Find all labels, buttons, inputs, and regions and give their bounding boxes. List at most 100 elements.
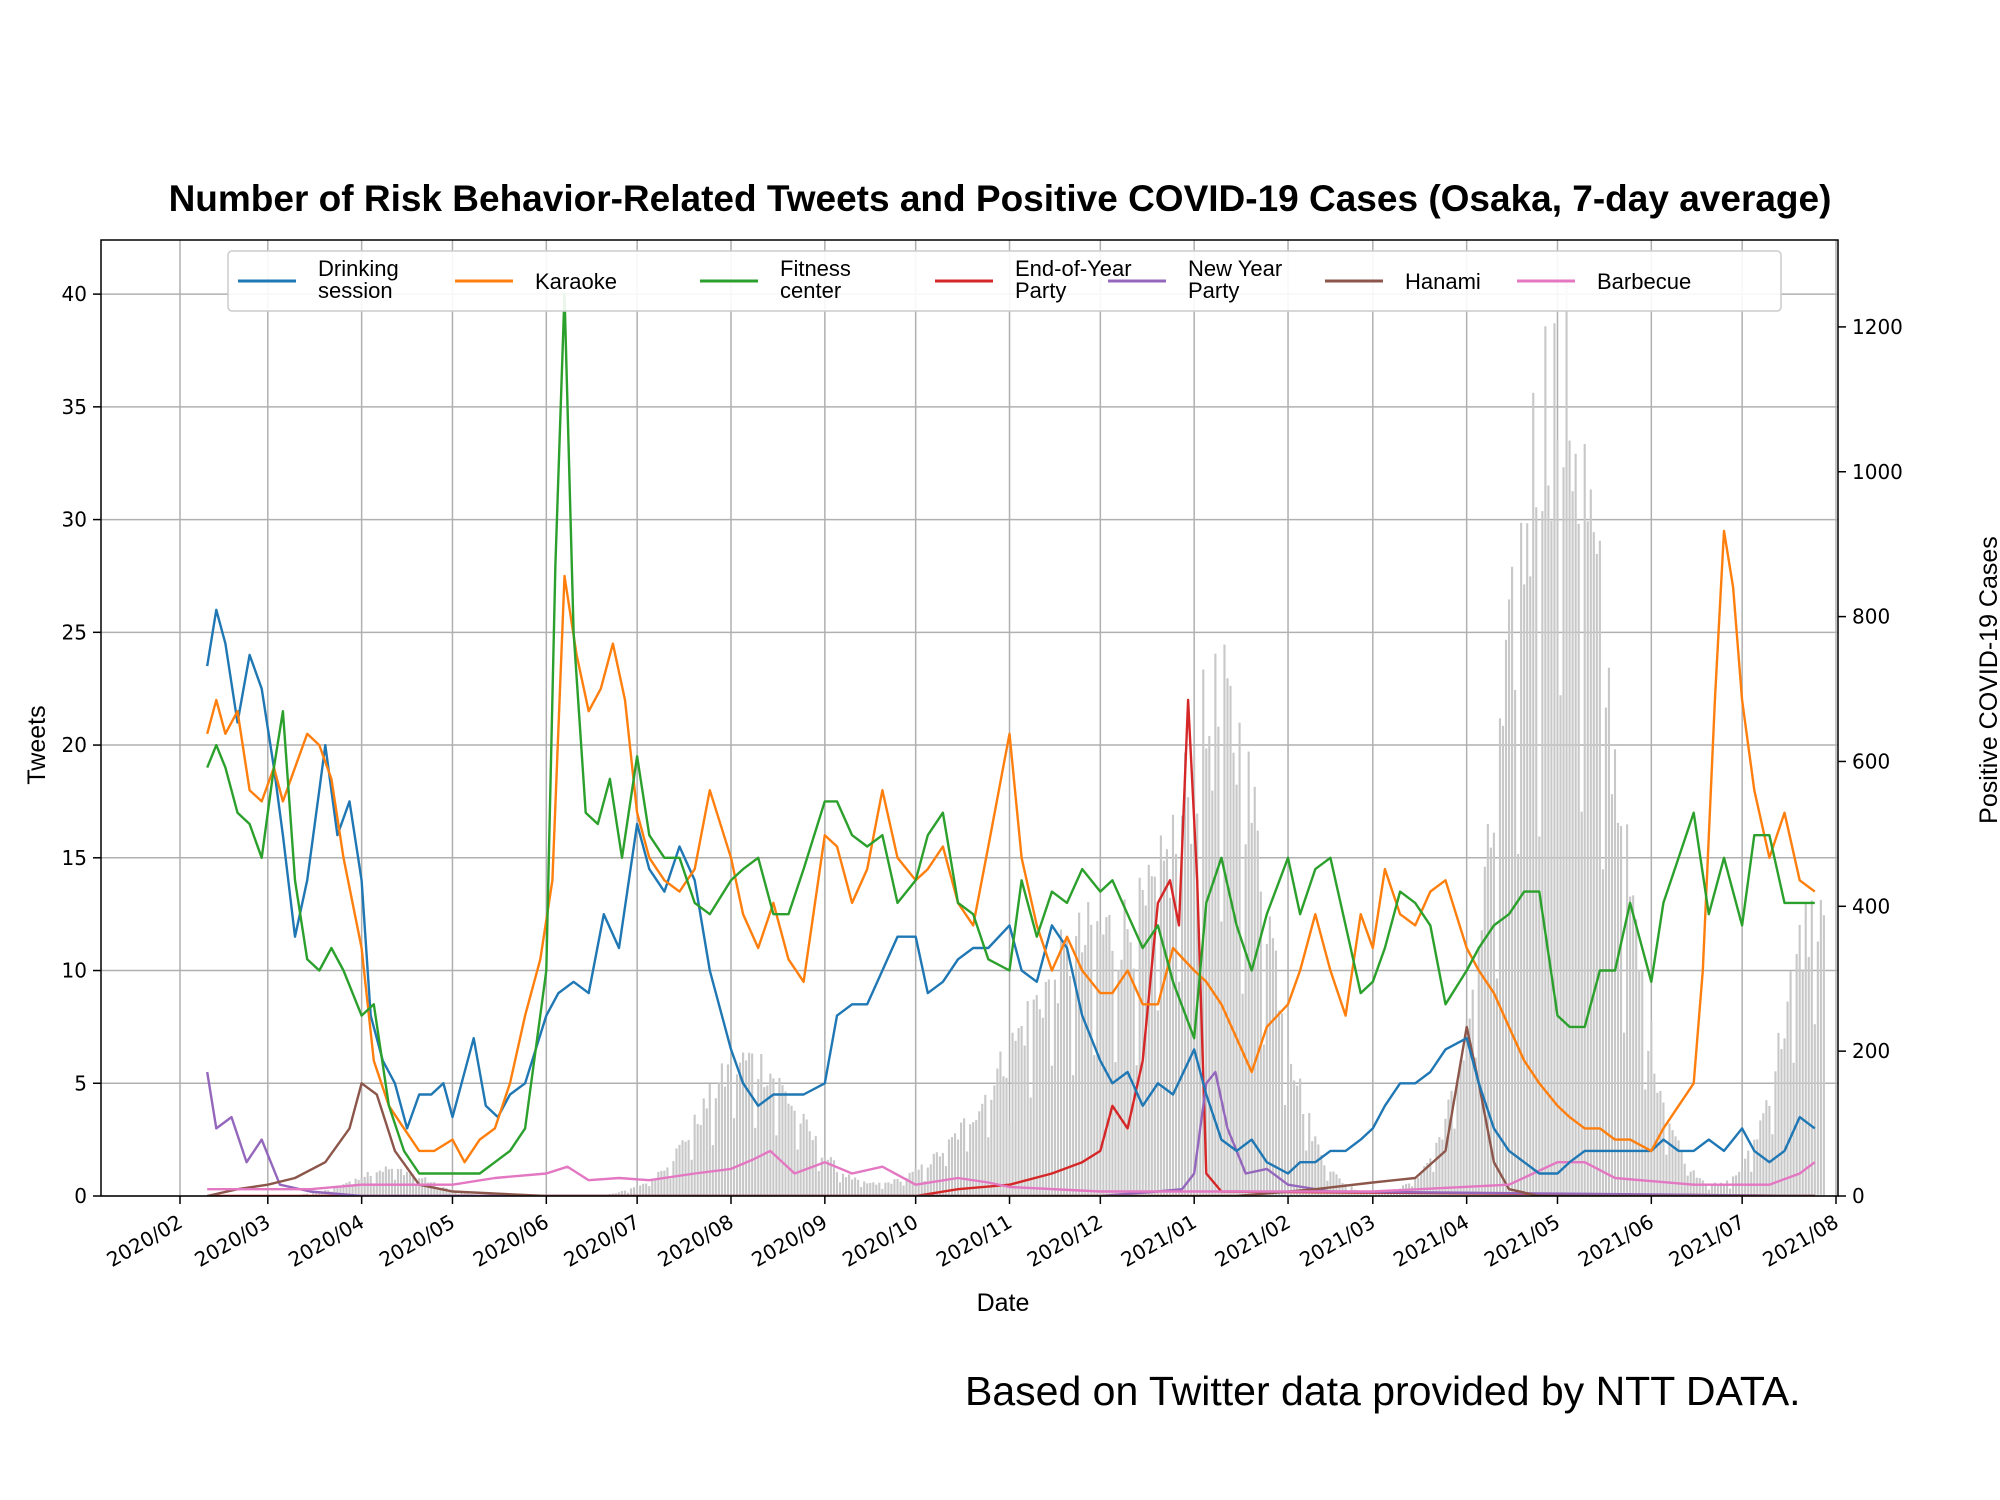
legend-label: Party xyxy=(1015,278,1066,303)
case-bar xyxy=(769,1073,772,1196)
case-bar xyxy=(820,1157,823,1196)
legend-label: session xyxy=(318,278,393,303)
case-bar xyxy=(1153,876,1156,1196)
case-bar xyxy=(1174,853,1178,1196)
case-bar xyxy=(1211,790,1214,1196)
legend-label: Party xyxy=(1188,278,1239,303)
case-bar xyxy=(1653,1073,1656,1196)
case-bar xyxy=(1389,1192,1393,1196)
case-bar xyxy=(1017,1028,1020,1196)
y-left-tick-label: 40 xyxy=(62,282,87,306)
case-bar xyxy=(1486,824,1489,1196)
case-bar xyxy=(620,1191,624,1196)
case-bar xyxy=(917,1169,920,1196)
case-bar xyxy=(1435,1142,1438,1196)
case-bar xyxy=(1208,736,1211,1196)
case-bar xyxy=(1780,1049,1783,1196)
case-bar xyxy=(1529,576,1532,1196)
case-bar xyxy=(442,1186,445,1196)
case-bar xyxy=(914,1168,917,1196)
case-bar xyxy=(1232,752,1235,1196)
case-bar xyxy=(1532,392,1535,1196)
case-bar xyxy=(1032,999,1035,1196)
case-bar xyxy=(1774,1071,1777,1196)
case-bar xyxy=(1090,924,1093,1196)
case-bar xyxy=(1623,1032,1626,1196)
case-bar xyxy=(1671,1130,1674,1196)
case-bar xyxy=(663,1170,666,1196)
case-bar xyxy=(1562,467,1565,1196)
case-bar xyxy=(1171,814,1175,1196)
y-right-tick-label: 200 xyxy=(1852,1039,1890,1063)
case-bar xyxy=(1495,978,1498,1196)
case-bar xyxy=(1138,877,1141,1196)
legend-label: Drinking xyxy=(318,256,399,281)
case-bar xyxy=(1550,520,1553,1196)
case-bar xyxy=(611,1193,614,1196)
legend-label: Hanami xyxy=(1405,269,1481,294)
case-bar xyxy=(844,1177,848,1196)
case-bar xyxy=(1728,1188,1732,1196)
case-bar xyxy=(1429,1158,1432,1196)
y-left-tick-label: 25 xyxy=(62,620,87,644)
case-bar xyxy=(399,1168,403,1196)
case-bar xyxy=(648,1186,651,1196)
case-bar xyxy=(1420,1172,1423,1196)
legend-entry: Hanami xyxy=(1325,269,1481,294)
case-bar xyxy=(1610,794,1614,1196)
x-tick-label: 2020/05 xyxy=(375,1210,459,1272)
case-bar xyxy=(760,1053,763,1196)
case-bar xyxy=(841,1173,845,1196)
case-bar xyxy=(1674,1136,1677,1196)
case-bar xyxy=(1062,939,1066,1196)
case-bar xyxy=(387,1169,390,1196)
case-bar xyxy=(696,1124,699,1196)
case-bar xyxy=(690,1159,693,1196)
case-bar xyxy=(393,1179,397,1196)
case-bar xyxy=(972,1122,975,1196)
case-bar xyxy=(1556,440,1559,1196)
case-bar xyxy=(1002,1076,1005,1196)
case-bar xyxy=(950,1137,954,1196)
case-bar xyxy=(1501,725,1505,1196)
case-bar xyxy=(932,1153,935,1196)
case-bar xyxy=(1426,1162,1429,1196)
case-bar xyxy=(1471,989,1474,1196)
case-bar xyxy=(1135,1065,1138,1196)
case-bar xyxy=(460,1192,463,1196)
case-bar xyxy=(1444,1118,1447,1196)
y-left-tick-label: 20 xyxy=(62,733,87,757)
case-bar xyxy=(466,1193,469,1196)
case-bar xyxy=(1668,1123,1671,1196)
case-bar xyxy=(978,1111,981,1196)
case-bar xyxy=(1108,915,1111,1196)
case-bar xyxy=(1768,1105,1771,1196)
case-bar xyxy=(390,1168,393,1196)
case-bar xyxy=(321,1191,324,1196)
case-bar xyxy=(633,1187,636,1196)
case-bar xyxy=(1368,1193,1371,1196)
case-bar xyxy=(729,1078,733,1196)
case-bar xyxy=(384,1166,387,1196)
case-bar xyxy=(1641,971,1644,1196)
case-bar xyxy=(793,1110,796,1196)
case-bar xyxy=(1498,718,1502,1196)
series-line-0 xyxy=(206,608,1816,1175)
case-bar xyxy=(378,1170,381,1196)
case-bar xyxy=(851,1179,854,1196)
case-bar xyxy=(1241,993,1244,1196)
case-bar xyxy=(1489,847,1492,1196)
case-bar xyxy=(1798,924,1801,1196)
case-bar xyxy=(754,1127,757,1196)
case-bar xyxy=(920,1164,923,1196)
case-bar xyxy=(1504,639,1508,1196)
case-bar xyxy=(875,1184,878,1196)
case-bar xyxy=(863,1181,866,1196)
case-bar xyxy=(866,1183,869,1196)
case-bar xyxy=(1217,726,1220,1196)
case-bar xyxy=(1756,1139,1759,1196)
case-bar xyxy=(1320,1154,1323,1196)
case-bar xyxy=(1238,722,1241,1196)
case-bar xyxy=(938,1156,941,1196)
case-bar xyxy=(860,1187,863,1196)
